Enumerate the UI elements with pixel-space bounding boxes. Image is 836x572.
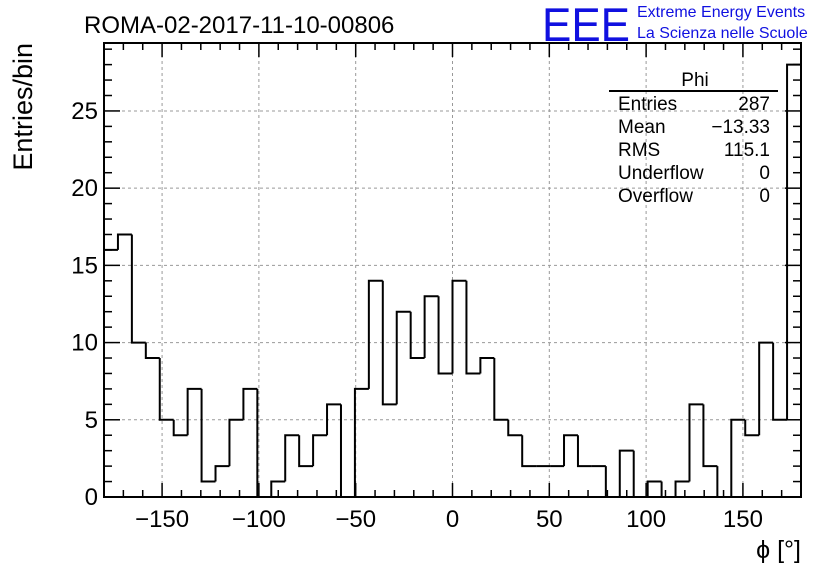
- histogram-bin: [228, 418, 244, 467]
- histogram-bin: [465, 280, 481, 375]
- histogram-bin: [507, 419, 523, 437]
- histogram-bin: [702, 404, 718, 468]
- grid-lines: [104, 43, 801, 497]
- y-tick-label: 20: [71, 175, 98, 202]
- histogram-bin: [381, 280, 397, 406]
- stats-mean-label: Mean: [618, 117, 666, 138]
- stats-overflow-value: 0: [759, 186, 770, 207]
- stats-underflow-label: Underflow: [618, 163, 704, 184]
- histogram-bin: [674, 480, 690, 497]
- histogram-bin: [451, 279, 467, 374]
- histogram-bin: [312, 434, 328, 467]
- histogram-bin: [353, 387, 369, 497]
- y-tick-label: 0: [85, 484, 98, 511]
- histogram-bin: [326, 403, 341, 436]
- histogram-bin: [772, 342, 788, 421]
- histogram-bin: [688, 403, 704, 482]
- histogram-bin: [563, 434, 578, 467]
- x-tick-label: 150: [723, 506, 763, 533]
- stats-box: Phi Entries 287 Mean −13.33 RMS 115.1 Un…: [609, 70, 778, 207]
- histogram-bin: [367, 279, 383, 389]
- x-axis-label: ϕ [°]: [756, 536, 801, 564]
- histogram-bin: [298, 435, 314, 468]
- x-tick-label: −150: [135, 506, 189, 533]
- logo-subtitle-1: Extreme Energy Events: [637, 4, 805, 21]
- histogram-bin: [116, 233, 132, 250]
- stats-title: Phi: [681, 70, 708, 91]
- histogram-bin: [339, 404, 355, 498]
- histogram-bin: [256, 388, 272, 498]
- histogram-bin: [270, 480, 286, 497]
- y-tick-label: 15: [71, 252, 98, 279]
- histogram-bin: [618, 449, 634, 497]
- histogram-bin: [521, 435, 537, 468]
- histogram-bin: [395, 310, 411, 405]
- histogram-bin: [158, 358, 174, 421]
- histogram-bin: [479, 357, 495, 374]
- histogram-bin: [284, 434, 300, 482]
- histogram-bin: [493, 358, 509, 421]
- histogram-bin: [409, 311, 425, 360]
- eee-logo: EEE: [542, 0, 630, 51]
- stats-rms-value: 115.1: [724, 140, 770, 161]
- stats-entries-label: Entries: [618, 94, 677, 115]
- histogram-bin: [214, 465, 230, 482]
- histogram-bin: [660, 481, 676, 498]
- stats-entries-value: 287: [738, 94, 770, 115]
- histogram-bin: [646, 480, 662, 497]
- histogram-bin: [144, 342, 160, 360]
- histogram-bin: [730, 418, 746, 497]
- stats-overflow-label: Overflow: [618, 186, 693, 207]
- histogram-bin: [423, 295, 439, 359]
- chart-title: ROMA-02-2017-11-10-00806: [84, 12, 394, 39]
- x-tick-label: −100: [232, 506, 286, 533]
- stats-underflow-value: 0: [759, 163, 770, 184]
- logo-subtitle-2: La Scienza nelle Scuole: [637, 25, 808, 42]
- histogram-bin: [576, 435, 592, 468]
- axis-ticks: [103, 43, 802, 498]
- histogram-bin: [200, 388, 216, 483]
- stats-rms-label: RMS: [618, 140, 660, 161]
- y-tick-label: 10: [71, 330, 98, 357]
- stats-mean-value: −13.33: [711, 117, 770, 138]
- x-tick-label: 50: [536, 506, 563, 533]
- x-tick-label: 100: [626, 506, 666, 533]
- axis-tick-labels: −150 −100 −50 0 50 100 150 0 5 10 15 20 25: [71, 98, 763, 533]
- histogram-bin: [130, 234, 146, 344]
- x-tick-label: −50: [335, 506, 376, 533]
- x-tick-label: 0: [446, 506, 459, 533]
- histogram-bin: [744, 419, 760, 437]
- histogram-bin: [172, 419, 188, 437]
- y-tick-label: 25: [71, 98, 98, 125]
- histogram-bin: [716, 466, 732, 498]
- histogram-bin: [242, 387, 258, 420]
- y-tick-label: 5: [85, 407, 98, 434]
- y-axis-label: Entries/bin: [8, 43, 38, 171]
- histogram-bin: [186, 387, 202, 436]
- histogram-bin: [437, 296, 453, 375]
- histogram-bin: [758, 341, 774, 436]
